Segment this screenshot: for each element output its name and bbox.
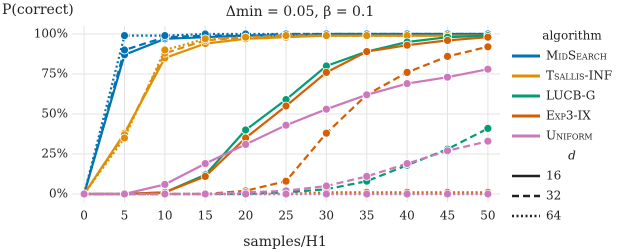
data-point	[443, 52, 452, 61]
data-point	[281, 101, 291, 111]
data-point	[120, 31, 129, 40]
data-point	[79, 189, 89, 199]
legend-label: LUCB-G	[546, 89, 595, 103]
data-point	[402, 159, 412, 169]
data-point	[483, 64, 493, 74]
legend-label: 32	[546, 189, 561, 203]
data-point	[362, 90, 372, 100]
data-point	[483, 42, 493, 52]
y-tick-label: 25%	[41, 147, 68, 161]
x-tick-label: 10	[157, 209, 172, 223]
y-axis-label: P(correct)	[2, 2, 74, 18]
data-point	[200, 189, 210, 199]
x-tick-label: 20	[238, 209, 253, 223]
y-tick-label: 50%	[41, 107, 68, 121]
data-point	[281, 176, 291, 186]
data-point	[443, 189, 452, 199]
data-point	[483, 189, 493, 199]
data-point	[321, 68, 331, 77]
chart-title: Δmin = 0.05, β = 0.1	[226, 4, 375, 20]
x-tick-label: 5	[121, 209, 129, 223]
data-point	[200, 159, 210, 169]
data-point	[321, 189, 331, 199]
data-point	[402, 79, 412, 88]
data-point	[402, 189, 412, 199]
data-point	[321, 31, 331, 40]
x-axis-label: samples/H1	[243, 234, 327, 250]
data-point	[160, 45, 170, 55]
data-point	[160, 189, 170, 199]
x-tick-label: 45	[440, 209, 455, 223]
y-tick-label: 0%	[49, 187, 68, 201]
data-point	[321, 181, 331, 191]
legend-title: d	[568, 149, 576, 163]
data-point	[160, 31, 170, 40]
data-point	[200, 34, 210, 44]
legend-title: algorithm	[542, 29, 602, 43]
data-point	[362, 189, 372, 199]
x-tick-label: 35	[359, 209, 374, 223]
data-point	[281, 31, 291, 40]
legend-label: 16	[546, 169, 561, 183]
data-point	[321, 104, 331, 114]
data-point	[321, 128, 331, 138]
x-tick-label: 0	[80, 209, 88, 223]
data-point	[160, 179, 170, 189]
data-point	[443, 36, 452, 45]
data-point	[402, 68, 412, 77]
data-point	[120, 133, 129, 143]
data-point	[443, 72, 452, 82]
data-point	[241, 32, 251, 42]
legend-label: MidSearch	[546, 49, 607, 63]
x-tick-label: 50	[480, 209, 495, 223]
data-point	[241, 139, 251, 149]
data-point	[200, 171, 210, 181]
data-point	[241, 189, 251, 199]
legend-label: Tsallis-INF	[546, 69, 612, 83]
legend-label: Exp3-IX	[546, 109, 591, 123]
data-point	[483, 123, 493, 133]
y-tick-label: 100%	[34, 27, 68, 41]
data-point	[362, 47, 372, 56]
data-point	[362, 31, 372, 40]
data-point	[120, 189, 129, 199]
x-tick-label: 40	[399, 209, 414, 223]
data-point	[241, 125, 251, 135]
legend-label: Uniform	[546, 129, 593, 143]
y-tick-label: 75%	[41, 67, 68, 81]
data-point	[443, 146, 452, 156]
data-point	[281, 120, 291, 130]
legend-label: 64	[546, 209, 562, 223]
data-point	[281, 189, 291, 199]
x-tick-label: 25	[278, 209, 293, 223]
data-point	[402, 40, 412, 50]
x-tick-label: 30	[319, 209, 334, 223]
data-point	[483, 136, 493, 146]
data-point	[483, 32, 493, 42]
data-point	[362, 171, 372, 181]
x-tick-label: 15	[198, 209, 213, 223]
